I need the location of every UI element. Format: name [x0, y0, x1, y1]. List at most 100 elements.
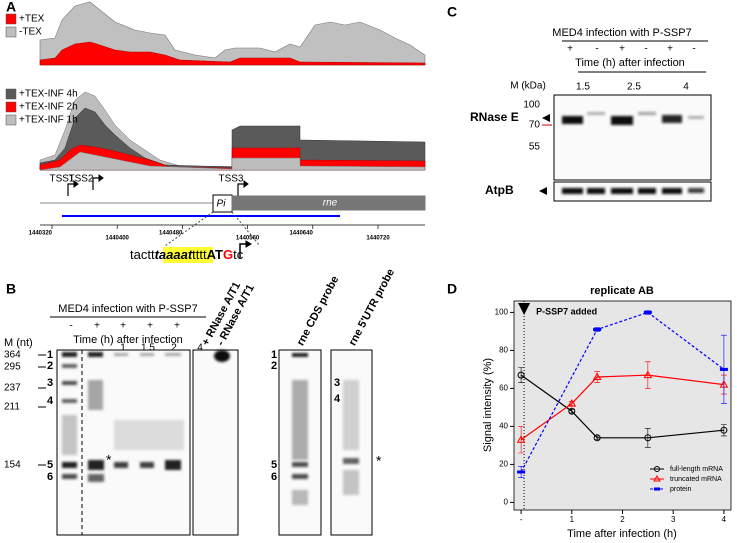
- y-axis-label: Signal intensity (%): [482, 358, 494, 452]
- lane-sign: +: [567, 44, 573, 55]
- series-line: [520, 311, 725, 473]
- error-bar: [644, 361, 651, 389]
- error-bar: [644, 428, 651, 448]
- x-tick-label: 3: [671, 515, 676, 524]
- lane-sign: +: [619, 44, 625, 55]
- legend-swatch: [5, 101, 17, 113]
- chart-title: replicate AB: [590, 285, 654, 297]
- panel-title: MED4 infection with P-SSP7: [552, 27, 691, 39]
- legend-swatch: [5, 26, 17, 38]
- legend-label: -TEX: [19, 27, 42, 38]
- band-number: 6: [271, 471, 277, 483]
- legend-marker: [654, 466, 660, 472]
- seq-part: tc: [233, 247, 244, 262]
- probe-label: rne CDS probe: [295, 274, 342, 348]
- lane-sign: -: [69, 321, 72, 332]
- lane-sign: +: [667, 44, 673, 55]
- coordinate-label: 1440720: [366, 236, 390, 242]
- gene-label: rne: [323, 198, 338, 209]
- band-number: 1: [47, 349, 53, 361]
- promoter-sequence: tactttaaaatttttATGtc: [130, 247, 244, 262]
- band-number: 4: [47, 395, 54, 407]
- lane-sign: +: [147, 321, 153, 332]
- legend-swatch: [5, 88, 17, 100]
- coordinate-label: 1440560: [236, 236, 260, 242]
- band-number: 5: [271, 459, 277, 471]
- panel-label: A: [6, 0, 16, 15]
- panel-title: MED4 infection with P-SSP7: [58, 303, 197, 315]
- panel-label: B: [6, 281, 16, 297]
- error-bar: [518, 367, 525, 383]
- event-marker: [518, 303, 531, 315]
- error-bar: [720, 424, 727, 437]
- point: [644, 434, 652, 442]
- point: [592, 372, 602, 380]
- y-tick-label: 40: [499, 422, 508, 431]
- lane-sign: -: [595, 44, 598, 55]
- lane-sign: +: [120, 321, 126, 332]
- coverage-top: [39, 1, 426, 66]
- time-label: Time (h) after infection: [575, 57, 685, 69]
- promoter-label: Pi: [217, 199, 227, 210]
- x-tick-label: 4: [722, 515, 727, 524]
- y-tick-label: 20: [499, 460, 508, 469]
- time-value: 4: [197, 343, 203, 354]
- marker-size: 100: [523, 100, 540, 111]
- point: [593, 328, 602, 331]
- point: [516, 435, 526, 443]
- band-number: 1: [271, 349, 277, 361]
- tss-label: TSS3: [218, 174, 243, 185]
- tss-label: TSS1: [49, 174, 74, 185]
- marker-label: M (kDa): [510, 81, 546, 92]
- time-label: Time (h) after infection: [73, 334, 183, 346]
- point: [568, 407, 576, 415]
- band-number: 4: [334, 393, 341, 405]
- marker-size: 55: [529, 142, 541, 153]
- protein-label: AtpB: [485, 183, 514, 197]
- coordinate-label: 1440480: [159, 231, 183, 237]
- point: [517, 470, 526, 474]
- y-tick-label: 80: [499, 346, 508, 355]
- panel-label: C: [447, 4, 457, 20]
- band-number: 2: [47, 360, 53, 372]
- annotation: P-SSP7 added: [536, 306, 597, 316]
- y-tick-label: 0: [504, 498, 509, 507]
- marker-label: M (nt): [4, 337, 33, 349]
- band-number: 2: [271, 360, 277, 372]
- lane-sign: -: [692, 44, 695, 55]
- coordinate-label: 1440400: [106, 236, 130, 242]
- plot-area: [513, 300, 732, 511]
- band-number: 3: [47, 377, 53, 389]
- seq-part: tactt: [130, 247, 155, 262]
- legend-label: +TEX-INF 4h: [19, 89, 78, 100]
- seq-part: tttt: [192, 247, 207, 262]
- probe-label: rne 5'UTR probe: [347, 267, 398, 348]
- coverage-bottom: [39, 91, 426, 171]
- legend-label: +TEX: [19, 14, 45, 25]
- lane-sign: +: [174, 321, 180, 332]
- legend-swatch: [5, 13, 17, 25]
- legend-label: +TEX-INF 2h: [19, 102, 78, 113]
- y-tick-label: 100: [495, 308, 509, 317]
- time-value: 1.5: [576, 82, 590, 93]
- error-bar: [518, 426, 525, 454]
- legend-label: +TEX-INF 1h: [19, 115, 78, 126]
- point: [643, 310, 652, 314]
- legend-label: protein: [670, 486, 692, 493]
- band-number: 3: [334, 377, 340, 389]
- point: [643, 370, 653, 379]
- legend-swatch: [5, 114, 17, 126]
- asterisk: *: [376, 453, 382, 469]
- asterisk: *: [106, 452, 112, 468]
- legend-marker: [654, 487, 660, 491]
- panel-label: D: [447, 281, 457, 297]
- point: [719, 367, 728, 371]
- point: [567, 399, 577, 407]
- marker-size: 211: [4, 402, 20, 413]
- seq-part: AT: [207, 247, 223, 262]
- time-value: 4: [683, 82, 689, 93]
- blot-c: [539, 71, 712, 202]
- time-value: 1: [120, 343, 126, 354]
- legend-label: truncated mRNA: [670, 476, 722, 483]
